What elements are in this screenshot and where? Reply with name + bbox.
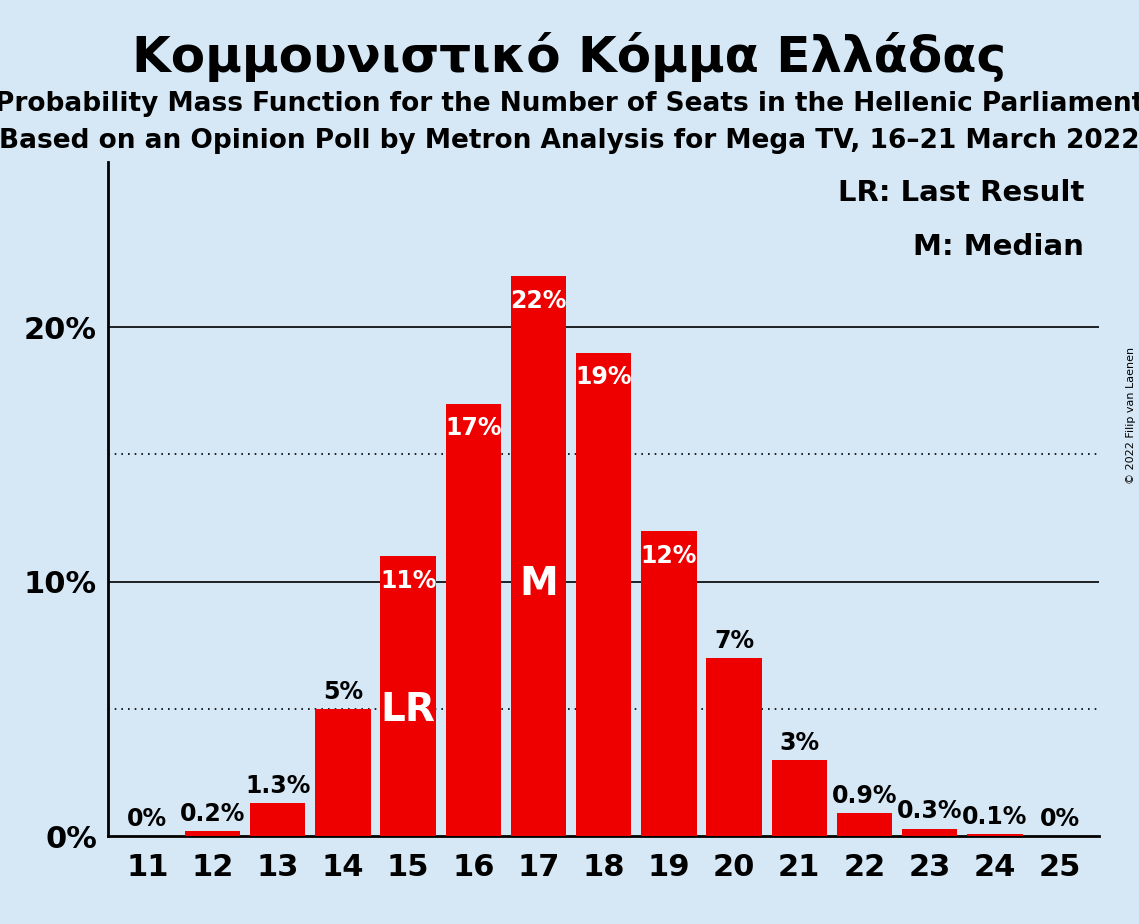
Text: 0%: 0% bbox=[1040, 808, 1080, 831]
Text: M: M bbox=[519, 565, 558, 603]
Bar bbox=[510, 276, 566, 836]
Text: © 2022 Filip van Laenen: © 2022 Filip van Laenen bbox=[1126, 347, 1136, 484]
Text: LR: LR bbox=[380, 691, 435, 729]
Text: Κομμουνιστικό Κόμμα Ελλάδας: Κομμουνιστικό Κόμμα Ελλάδας bbox=[132, 32, 1007, 82]
Bar bbox=[316, 709, 370, 836]
Text: 3%: 3% bbox=[779, 731, 819, 755]
Bar bbox=[185, 831, 240, 836]
Text: 11%: 11% bbox=[380, 569, 436, 593]
Bar bbox=[837, 813, 892, 836]
Text: 5%: 5% bbox=[322, 680, 363, 704]
Bar bbox=[967, 833, 1023, 836]
Text: 1.3%: 1.3% bbox=[245, 774, 311, 798]
Bar bbox=[902, 829, 958, 836]
Text: 7%: 7% bbox=[714, 629, 754, 653]
Bar bbox=[706, 658, 762, 836]
Text: 0.9%: 0.9% bbox=[831, 784, 898, 808]
Text: 0.1%: 0.1% bbox=[962, 805, 1027, 829]
Text: 0%: 0% bbox=[128, 808, 167, 831]
Text: 0.2%: 0.2% bbox=[180, 802, 245, 826]
Bar bbox=[771, 760, 827, 836]
Text: 17%: 17% bbox=[445, 416, 501, 440]
Text: 12%: 12% bbox=[640, 543, 697, 567]
Bar bbox=[576, 353, 631, 836]
Text: Probability Mass Function for the Number of Seats in the Hellenic Parliament: Probability Mass Function for the Number… bbox=[0, 91, 1139, 116]
Text: 19%: 19% bbox=[575, 365, 632, 389]
Text: LR: Last Result: LR: Last Result bbox=[838, 178, 1084, 207]
Text: M: Median: M: Median bbox=[913, 233, 1084, 261]
Bar bbox=[641, 530, 697, 836]
Bar bbox=[249, 803, 305, 836]
Bar bbox=[380, 556, 436, 836]
Text: 0.3%: 0.3% bbox=[896, 799, 962, 823]
Bar bbox=[445, 404, 501, 836]
Text: Based on an Opinion Poll by Metron Analysis for Mega TV, 16–21 March 2022: Based on an Opinion Poll by Metron Analy… bbox=[0, 128, 1139, 153]
Text: 22%: 22% bbox=[510, 289, 567, 313]
